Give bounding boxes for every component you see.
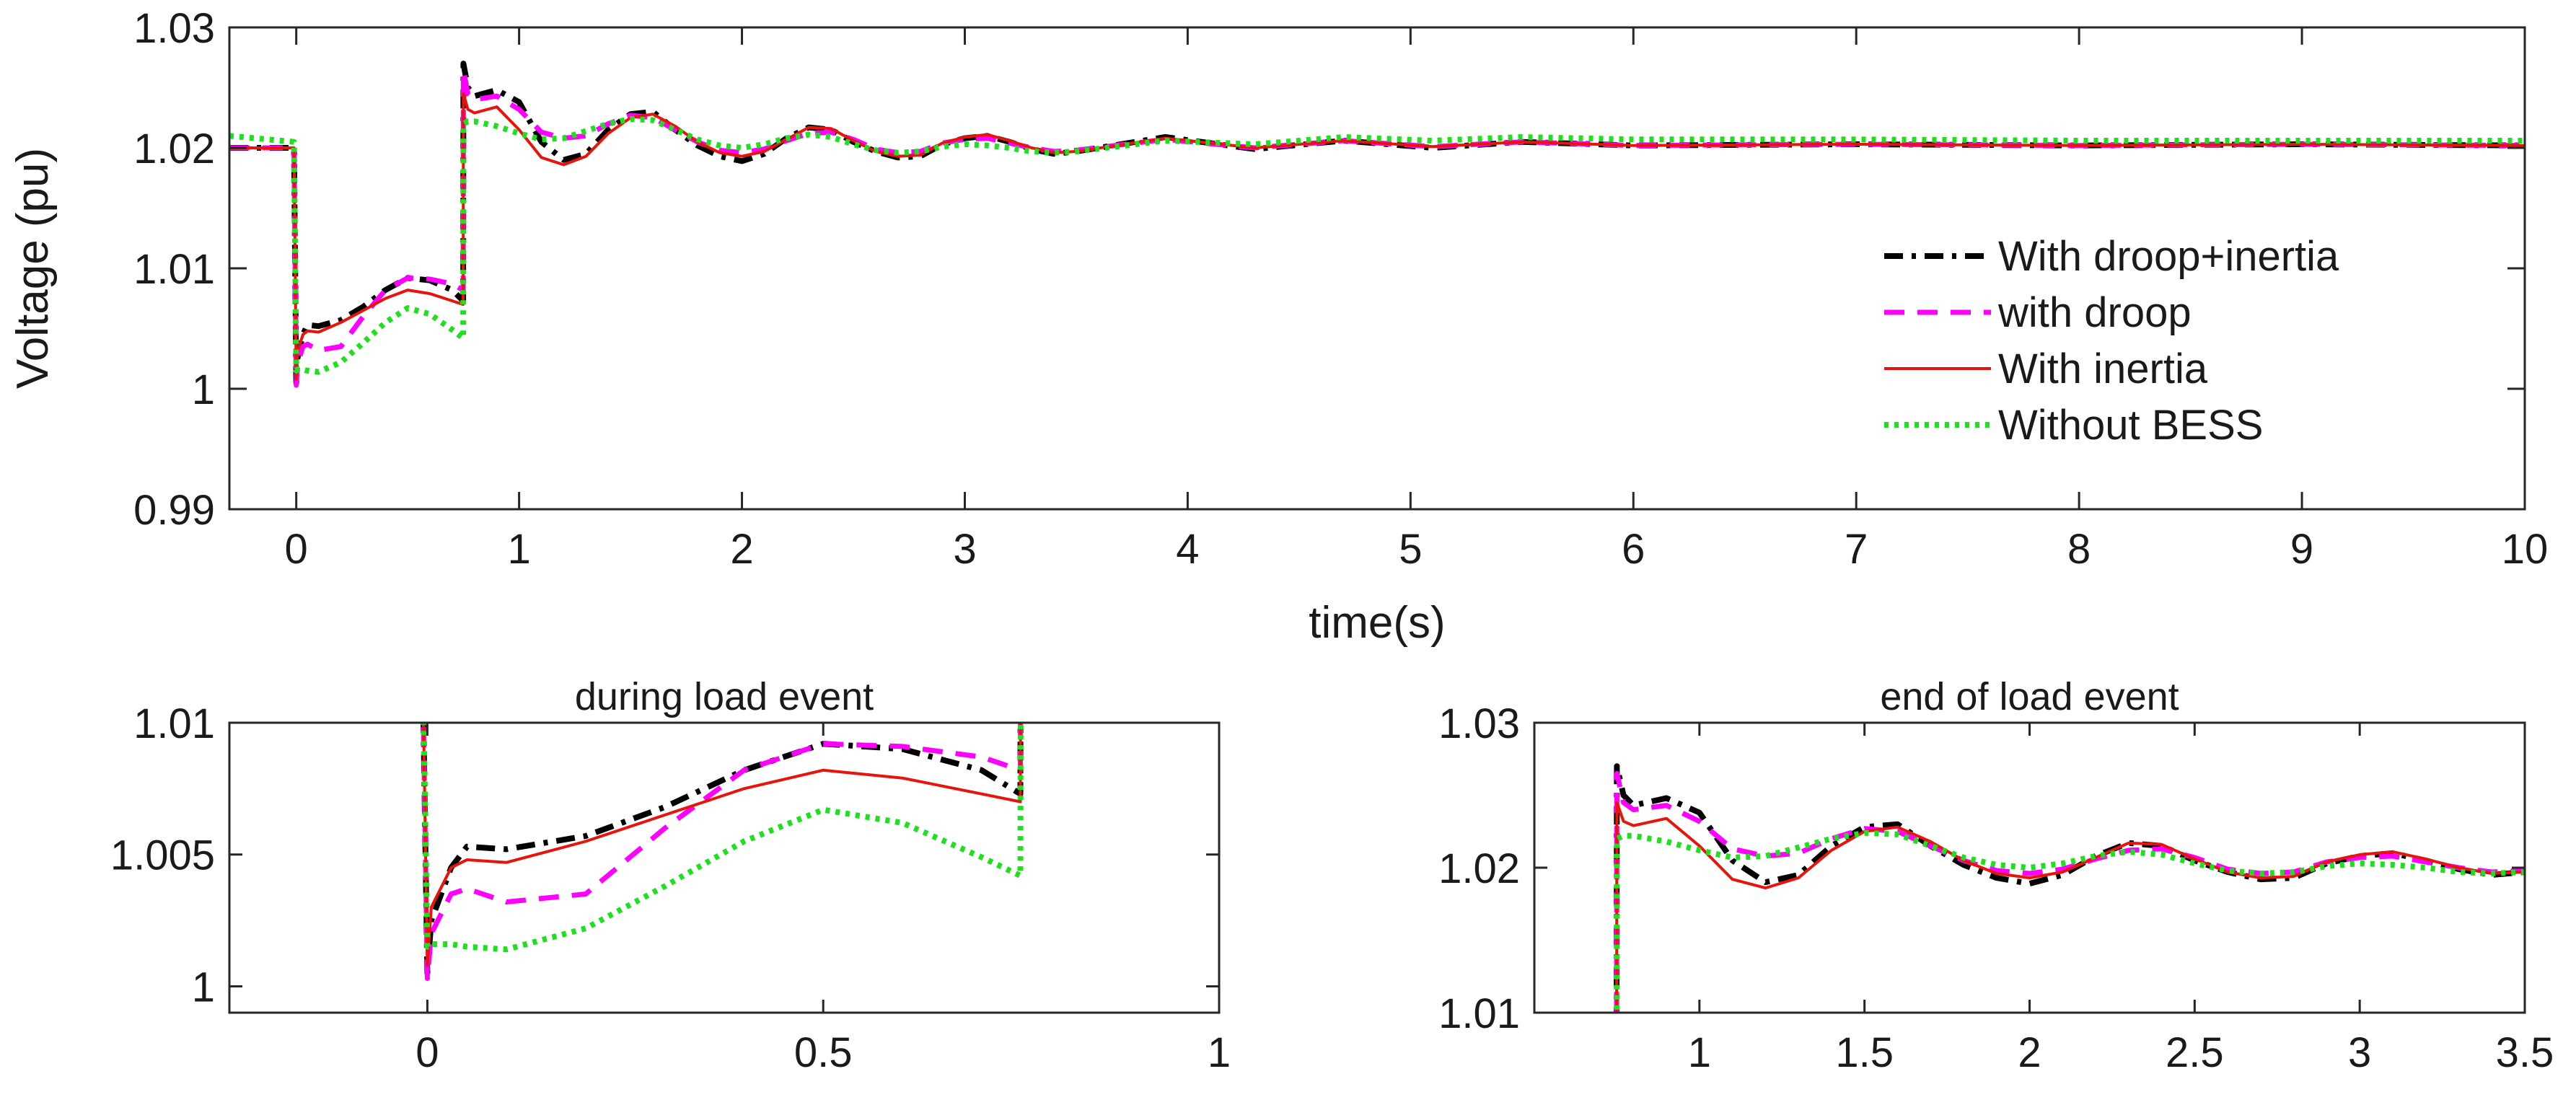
legend-entry: with droop [1997,289,2192,336]
chart-title: during load event [575,675,874,718]
x-tick-label: 10 [2502,526,2549,573]
series-group [229,61,2525,388]
x-tick-label: 1 [507,526,530,573]
x-tick-label: 1 [1688,1029,1711,1076]
x-tick-label: 6 [1622,526,1645,573]
x-tick-label: 2.5 [2166,1029,2224,1076]
axes-frame [228,721,1221,1014]
x-tick-label: 0.5 [794,1029,853,1076]
series-line-with-inertia [229,92,2525,381]
series-group [421,723,1024,981]
chart-title: end of load event [1880,675,2179,718]
x-tick-label: 3 [2348,1029,2371,1076]
y-tick-label: 1 [192,366,215,413]
x-tick-label: 5 [1399,526,1422,573]
x-tick-label: 2 [2018,1029,2041,1076]
x-tick-label: 3 [953,526,976,573]
y-tick-label: 1.03 [1438,700,1520,747]
x-tick-label: 9 [2290,526,2313,573]
x-axis-label: time(s) [1309,598,1445,648]
series-line-without-bess [229,115,2525,375]
series-group [1614,763,2525,1013]
series-line-with-droop [1614,770,2525,1013]
y-tick-label: 1.02 [1438,845,1520,892]
y-axis-label: Voltage (pu) [8,148,58,389]
x-tick-label: 8 [2067,526,2091,573]
series-line-with-inertia [1615,801,2525,1013]
series-line-with-droop-inertia [1614,763,2525,1013]
series-line-with-inertia [422,723,1022,967]
legend-entry: With droop+inertia [1998,233,2339,280]
y-tick-label: 1.01 [1438,990,1520,1037]
x-tick-label: 3.5 [2496,1029,2554,1076]
legend-entry: Without BESS [1998,402,2263,449]
x-tick-label: 1 [1208,1029,1231,1076]
x-tick-label: 0 [285,526,308,573]
chart-main: 0 1 2 3 4 5 6 7 8 9 10 0.99 1 1.01 1.02 1.03 time(s) Volt… [8,5,2548,648]
chart-zoom1: 0 0.5 1 1 1.005 1.01 during load event [110,675,1231,1076]
x-tick-label: 2 [730,526,753,573]
legend-entry: With inertia [1998,345,2208,392]
series-line-with-droop [229,67,2525,388]
y-tick-label: 1.02 [133,126,215,172]
x-tick-label: 1.5 [1835,1029,1894,1076]
y-tick-label: 1 [192,964,215,1011]
y-tick-label: 1.01 [133,700,215,747]
y-tick-label: 1.005 [110,832,215,879]
series-line-with-droop-inertia [229,61,2525,386]
x-tick-label: 4 [1176,526,1199,573]
axes-frame [1533,721,2526,1014]
chart-zoom2: 1 1.5 2 2.5 3 3.5 1.01 1.02 1.03 end of load even… [1438,675,2554,1076]
x-tick-label: 7 [1845,526,1868,573]
y-tick-label: 0.99 [133,487,215,534]
x-tick-label: 0 [416,1029,439,1076]
legend: With droop+inertia with droop With inertia… [1884,233,2339,449]
y-tick-label: 1.03 [133,5,215,52]
y-tick-label: 1.01 [133,246,215,293]
